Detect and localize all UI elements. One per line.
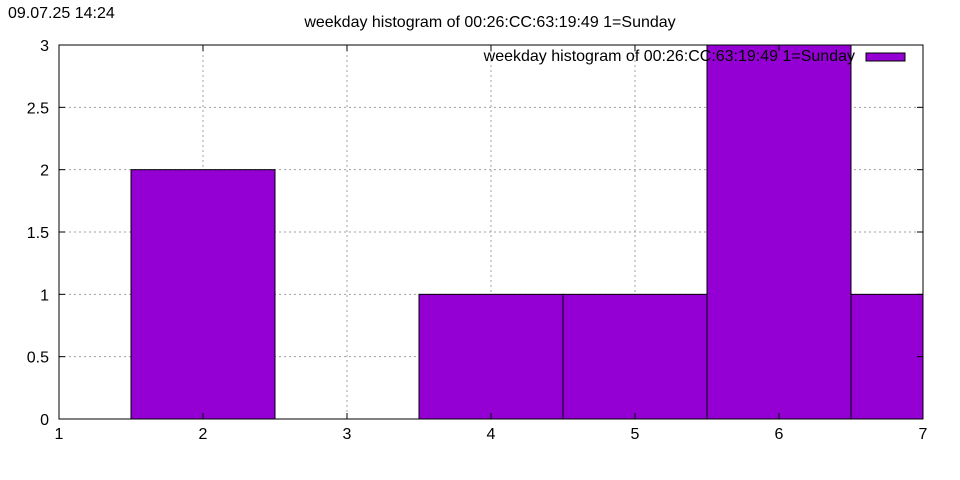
bar <box>706 44 852 420</box>
legend: weekday histogram of 00:26:CC:63:19:49 1… <box>483 48 906 65</box>
bars <box>130 44 924 420</box>
x-tick-label: 2 <box>199 426 208 443</box>
y-tick-label: 3 <box>40 38 49 55</box>
x-tick-label: 5 <box>631 426 640 443</box>
y-tick-label: 0 <box>40 412 49 429</box>
bar <box>850 293 924 420</box>
legend-label: weekday histogram of 00:26:CC:63:19:49 1… <box>483 48 855 65</box>
x-tick-label: 3 <box>343 426 352 443</box>
x-tick-label: 1 <box>55 426 64 443</box>
y-tick-label: 2 <box>40 163 49 180</box>
y-tick-label: 1 <box>40 287 49 304</box>
y-tick-label: 1.5 <box>27 225 49 242</box>
y-tick-label: 2.5 <box>27 100 49 117</box>
tick-marks <box>58 44 924 420</box>
bar <box>418 293 564 420</box>
x-tick-labels: 1 2 3 4 5 6 7 <box>55 426 928 443</box>
timestamp: 09.07.25 14:24 <box>8 5 115 22</box>
bar <box>562 293 708 420</box>
y-tick-label: 0.5 <box>27 350 49 367</box>
x-tick-label: 6 <box>775 426 784 443</box>
bar <box>130 169 276 420</box>
y-tick-labels: 0 0.5 1 1.5 2 2.5 3 <box>27 38 49 429</box>
legend-swatch <box>865 52 906 62</box>
x-tick-label: 4 <box>487 426 496 443</box>
chart-title: weekday histogram of 00:26:CC:63:19:49 1… <box>303 14 675 31</box>
x-tick-label: 7 <box>919 426 928 443</box>
